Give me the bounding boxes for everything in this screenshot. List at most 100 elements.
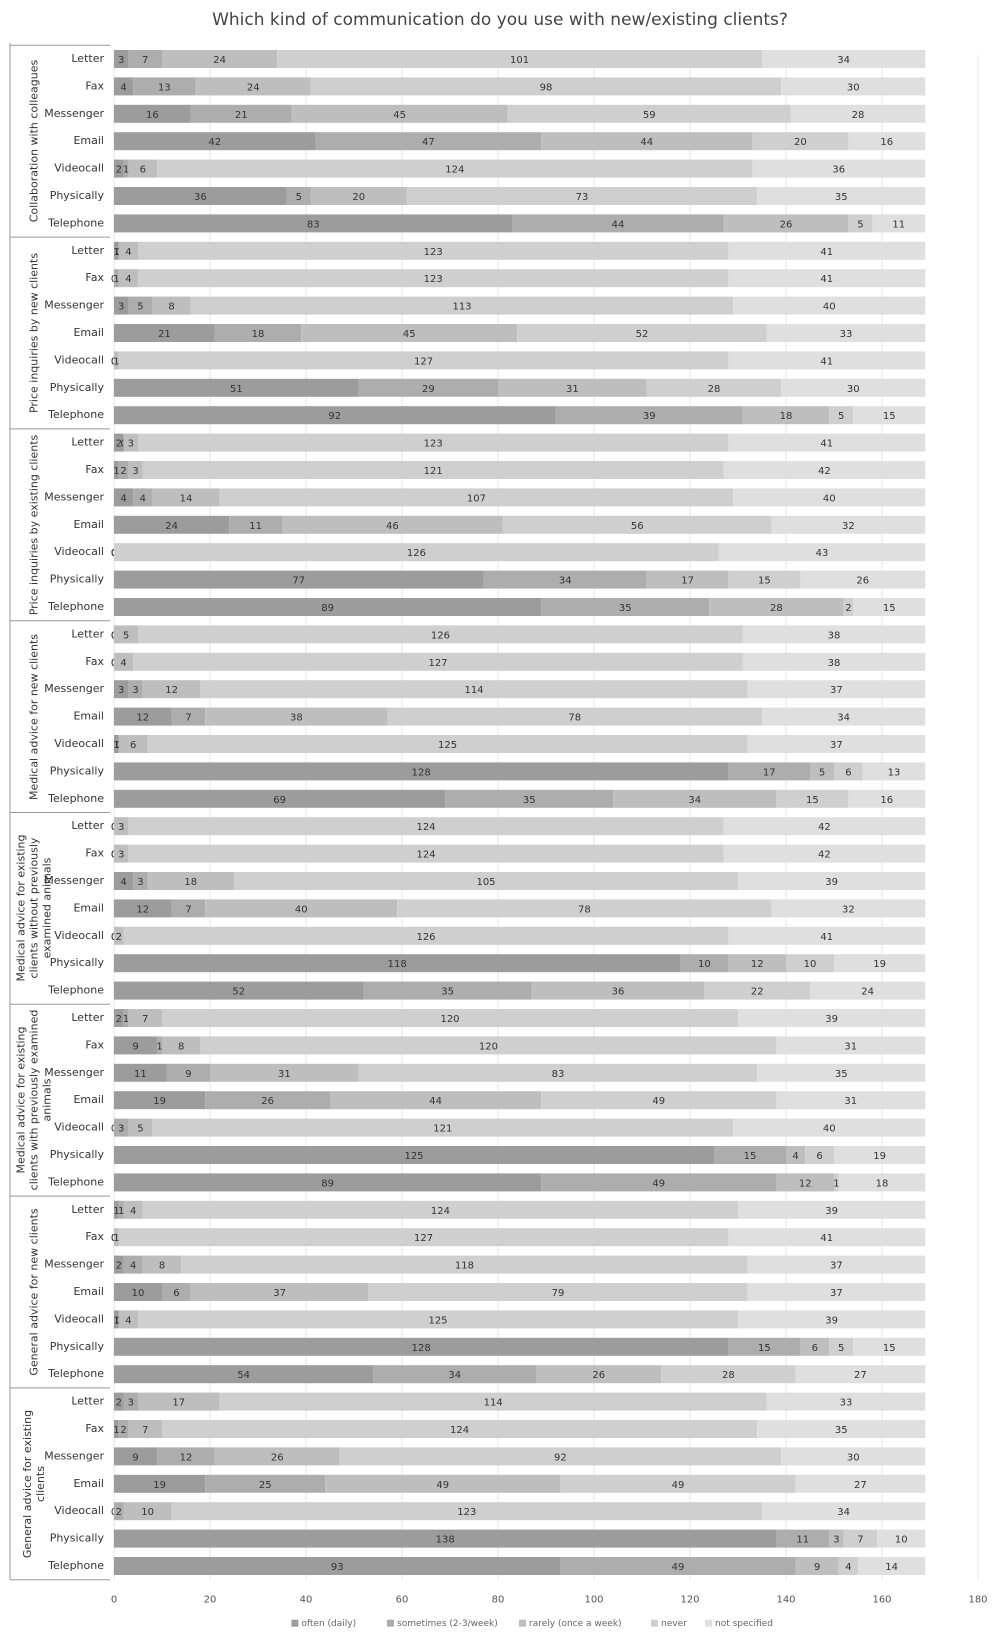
data-label: 31 [844,1041,857,1052]
bar-segment [771,515,926,534]
bar-segment [325,1474,561,1493]
bar-segment [646,570,729,589]
data-label: 44 [640,137,653,148]
bar-segment [728,570,801,589]
data-label: 10 [132,1288,145,1299]
data-label: 5 [838,411,844,422]
category-label: Physically [50,1340,105,1353]
data-label: 125 [404,1151,423,1162]
data-label: 93 [331,1562,344,1573]
bar-segment [114,1173,542,1192]
data-label: 30 [847,82,860,93]
data-label: 107 [467,493,486,504]
data-label: 2 [116,1398,122,1409]
data-label: 18 [780,411,793,422]
bar-segment [714,1146,786,1164]
bar-segment [795,1365,926,1384]
bar-segment [114,1502,124,1521]
data-label: 6 [845,767,851,778]
data-label: 19 [153,1096,166,1107]
data-label: 127 [428,658,447,669]
bar-segment [152,296,191,315]
category-label: Fax [85,79,104,92]
category-label: Email [73,1285,104,1298]
bar-segment [445,789,614,808]
data-label: 7 [185,713,191,724]
data-label: 28 [852,110,865,121]
bar-segment [286,187,311,205]
data-label: 18 [876,1178,889,1189]
bar-segment [219,488,734,507]
data-label: 36 [194,192,207,203]
bar-segment [853,1337,926,1356]
category-label: Videocall [54,929,104,942]
bar-segment [114,735,119,753]
data-label: 125 [428,1315,447,1326]
bar-segment [728,926,926,945]
bar-segment [118,461,129,479]
data-label: 0 [120,439,126,450]
data-label: 83 [552,1069,565,1080]
bar-segment [123,1392,138,1411]
data-label: 49 [672,1562,685,1573]
data-label: 9 [132,1452,138,1463]
data-label: 83 [307,219,320,230]
data-label: 10 [895,1535,908,1546]
bar-segment [166,1063,210,1082]
bar-segment [718,543,926,562]
data-label: 24 [247,82,260,93]
bar-segment [114,1310,119,1329]
category-label: Physically [50,573,105,586]
data-label: 36 [612,987,625,998]
bar-segment [843,1529,878,1548]
data-label: 69 [273,795,286,806]
bar-segment [397,899,772,918]
category-label: Videocall [54,737,104,750]
bar-segment [128,461,143,479]
data-label: 49 [672,1480,685,1491]
bar-segment [834,954,926,973]
bar-segment [541,1091,777,1110]
data-label: 15 [806,795,819,806]
data-label: 38 [290,713,303,724]
bar-segment [200,680,748,699]
data-label: 41 [820,1233,833,1244]
data-label: 124 [416,822,435,833]
bar-segment [114,1283,162,1301]
bar-segment [128,844,724,863]
data-label: 16 [880,795,893,806]
data-label: 6 [816,1151,822,1162]
x-tick-label: 120 [680,1595,699,1606]
data-label: 19 [873,1151,886,1162]
data-label: 42 [818,466,831,477]
data-label: 4 [130,1261,136,1272]
bar-segment [114,598,542,616]
bar-segment [834,1146,926,1164]
data-label: 35 [619,603,632,614]
bar-segment [138,1310,738,1329]
bar-segment [738,1009,926,1027]
data-label: 6 [812,1343,818,1354]
bar-segment [138,433,729,452]
data-label: 43 [816,548,829,559]
category-label: Physically [50,956,105,969]
category-label: Email [73,901,104,914]
data-label: 3 [118,685,124,696]
bar-segment [190,296,734,315]
bar-segment [162,1036,201,1055]
data-label: 27 [854,1480,867,1491]
data-label: 31 [844,1096,857,1107]
data-label: 40 [823,302,836,313]
data-label: 78 [578,904,591,915]
data-label: 138 [436,1535,455,1546]
bar-segment [195,77,311,96]
data-label: 39 [643,411,656,422]
bar-segment [330,1091,542,1110]
data-label: 45 [403,329,416,340]
bar-segment [128,296,153,315]
x-tick-label: 40 [300,1595,313,1606]
bar-segment [310,77,782,96]
data-label: 46 [386,521,399,532]
data-label: 3 [833,1535,839,1546]
data-label: 8 [168,302,174,313]
